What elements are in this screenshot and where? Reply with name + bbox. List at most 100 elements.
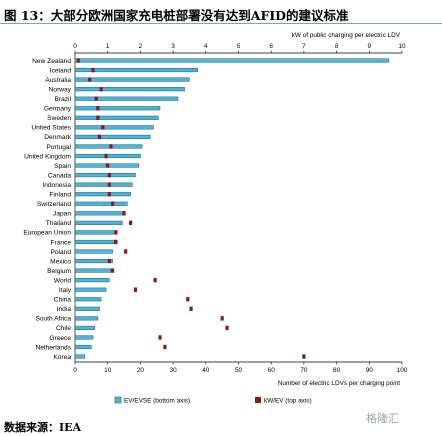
bar: [74, 87, 185, 92]
marker-point: [128, 220, 133, 226]
bottom-tick-label: 60: [268, 367, 276, 374]
top-tick-label: 0: [73, 43, 77, 50]
category-label: Germany: [44, 106, 72, 113]
bar: [74, 134, 151, 139]
watermark: 格隆汇: [366, 413, 399, 425]
bottom-tick-label: 0: [73, 367, 77, 374]
marker-point: [186, 297, 190, 302]
bar: [74, 173, 136, 178]
category-label: United States: [31, 125, 71, 132]
top-tick-label: 2: [139, 43, 143, 50]
marker-point: [114, 239, 118, 245]
marker-point: [122, 211, 126, 216]
bar: [74, 239, 115, 244]
bottom-axis: 0 10 20 30 40 50 60 70 80 90 100: [73, 53, 408, 374]
title-divider: [0, 23, 442, 24]
top-axis: 0 1 2 3 4 5 6 7 8 9 10: [73, 43, 406, 54]
category-label: Sweden: [47, 115, 71, 122]
marker-point: [101, 125, 105, 130]
category-label: Portugal: [46, 144, 71, 151]
bar: [74, 335, 94, 340]
bottom-tick-label: 70: [300, 367, 308, 374]
bottom-tick-label: 80: [333, 367, 341, 374]
bar: [74, 96, 179, 101]
category-label: Italy: [59, 287, 72, 294]
marker-point: [91, 67, 95, 73]
bar: [74, 68, 198, 73]
marker-point: [97, 134, 102, 140]
bar: [74, 106, 161, 111]
top-tick-label: 1: [106, 43, 110, 50]
category-label: Japan: [53, 211, 71, 218]
category-label: Chile: [56, 325, 71, 332]
category-label: Korea: [53, 354, 71, 361]
marker-point: [107, 182, 111, 187]
marker-point: [302, 354, 306, 359]
category-label: United Kingdom: [24, 153, 71, 160]
top-tick-label: 5: [237, 43, 241, 50]
bar: [74, 268, 112, 273]
bar: [74, 344, 92, 350]
bar: [74, 354, 86, 359]
category-label: Australia: [45, 77, 71, 84]
bar: [74, 58, 390, 63]
marker-point: [107, 192, 111, 197]
chart-figure: 0 1 2 3 4 5 6 7 8 9 10 0 10 20 30 40 50 60 70 80 90 100 New …: [23, 32, 408, 405]
top-tick-label: 9: [368, 43, 372, 50]
marker-point: [99, 86, 103, 92]
marker-point: [220, 316, 224, 321]
marker-point: [94, 96, 98, 101]
category-label: Spain: [54, 163, 71, 170]
bottom-tick-label: 50: [235, 367, 243, 374]
marker-point: [96, 115, 100, 120]
top-tick-label: 3: [171, 43, 175, 50]
legend-swatch-bar: [114, 396, 122, 404]
legend-label-marker: kW/EV (top axis): [264, 398, 312, 405]
marker-point: [76, 58, 80, 63]
bottom-tick-label: 40: [202, 367, 210, 374]
bar: [74, 77, 190, 82]
bar: [74, 125, 154, 130]
category-label: Belgium: [47, 268, 71, 275]
top-tick-label: 10: [398, 43, 406, 50]
bottom-tick-label: 30: [170, 367, 178, 374]
marker-point: [163, 344, 167, 350]
bar-series: [74, 58, 390, 359]
marker-point: [107, 172, 111, 178]
top-tick-label: 7: [302, 43, 306, 50]
marker-point: [153, 277, 157, 283]
category-label: European Union: [23, 230, 71, 237]
bar: [74, 325, 95, 330]
category-label: Finland: [49, 192, 71, 199]
bar: [74, 230, 117, 235]
bottom-tick-label: 100: [397, 367, 408, 374]
marker-point: [114, 230, 118, 235]
bar: [74, 220, 123, 225]
bar: [74, 259, 113, 264]
bottom-tick-label: 20: [137, 367, 145, 374]
bar: [74, 182, 133, 187]
bar: [74, 297, 102, 302]
bar: [74, 144, 143, 149]
bar: [74, 153, 141, 159]
category-label: Thailand: [46, 220, 72, 227]
category-label: Denmark: [44, 134, 71, 141]
page-title: 图 13：大部分欧洲国家充电桩部署没有达到AFID的建议标准: [4, 8, 349, 23]
top-tick-label: 4: [204, 43, 208, 50]
category-label: Switzerland: [37, 201, 71, 208]
marker-point: [111, 268, 115, 273]
marker-point: [109, 144, 113, 149]
marker-point: [133, 287, 138, 292]
bar: [74, 316, 99, 321]
marker-point: [88, 77, 92, 82]
bar: [74, 306, 100, 311]
category-label: Indonesia: [42, 182, 71, 189]
marker-point: [189, 306, 193, 311]
marker-point: [158, 335, 162, 340]
bar: [74, 192, 131, 197]
marker-point: [106, 163, 110, 168]
category-label: India: [57, 306, 72, 313]
marker-point: [104, 153, 108, 159]
bar: [74, 115, 159, 120]
category-label: Poland: [50, 249, 71, 256]
